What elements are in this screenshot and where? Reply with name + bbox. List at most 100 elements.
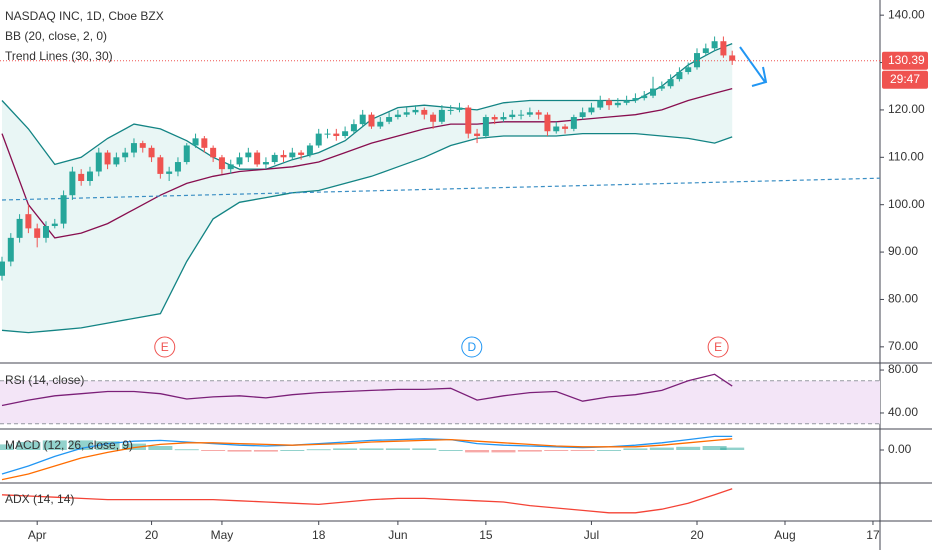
legend-entry: Trend Lines (30, 30) [5,49,113,63]
histogram-bar [280,450,305,451]
countdown-label: 29:47 [890,72,920,86]
candle-body [16,218,23,238]
candle-body [148,147,155,158]
candle-body [271,154,278,163]
candle-body [218,157,225,170]
histogram-bar [720,447,745,450]
indicator-title: RSI (14, close) [5,373,84,387]
level-fill [0,380,880,424]
y-tick-label: 90.00 [888,244,918,258]
candle-body [579,112,586,118]
candle-body [342,131,349,136]
event-marker [154,336,176,358]
candle-body [254,152,261,165]
histogram-bar [253,450,278,452]
candle-body [729,55,736,61]
candle-body [368,114,375,127]
candle-body [95,152,102,172]
histogram-bar [623,448,648,450]
indicator-line [1,488,733,514]
histogram-bar [227,450,252,452]
candle-body [720,41,727,56]
candle-body [227,164,234,170]
candle-body [562,126,569,129]
histogram-bar [438,450,463,451]
candle-body [702,48,709,54]
x-tick-label: 20 [145,528,159,542]
last-price-label: 130.39 [888,53,925,67]
candle-body [491,117,498,120]
candle-body [298,152,305,155]
candle-body [632,98,639,101]
candle-body [139,143,146,148]
histogram-bar [121,443,146,450]
candle-body [86,171,93,181]
candle-body [694,53,701,68]
band-middle [1,87,733,239]
candle-body [7,237,14,262]
x-tick-label: Jul [584,528,599,542]
candle-body [641,95,648,99]
candle-body [60,195,67,224]
y-tick-label: 120.00 [888,102,925,116]
y-tick-label: 80.00 [888,292,918,306]
candle-body [474,133,481,136]
indicator-title: ADX (14, 14) [5,492,74,506]
candle-body [421,109,428,115]
candle-body [667,79,674,87]
candle-body [289,152,296,158]
candle-body [526,112,533,115]
candle-body [403,112,410,115]
event-marker [461,336,483,358]
candle-body [166,171,173,174]
candle-body [245,152,252,158]
candle-body [359,114,366,125]
indicator-line [1,438,733,481]
band-lower [1,132,733,334]
legend-entry: BB (20, close, 2, 0) [5,29,107,43]
candle-body [377,121,384,127]
band-fill [2,43,733,333]
histogram-bar [385,448,410,450]
histogram-bar [95,441,120,450]
candle-body [553,126,560,132]
candle-body [430,114,437,122]
event-marker [707,336,729,358]
y-tick-label: 110.00 [888,149,924,163]
indicator-line [1,373,733,407]
histogram-bar [702,446,727,450]
candle-body [535,112,542,115]
histogram-bar [544,450,569,451]
candle-body [676,72,683,80]
candle-body [42,226,49,238]
histogram-bar [42,440,67,450]
histogram-bar [597,450,622,451]
candle-body [0,261,5,276]
candle-body [438,109,445,122]
x-tick-label: 17 [866,528,880,542]
candle-body [394,114,401,118]
candle-body [324,133,331,135]
candle-body [597,100,604,108]
histogram-bar [649,447,674,450]
candle-body [210,147,217,158]
histogram-bar [174,449,199,451]
y-tick-label: 140.00 [888,7,925,21]
candle-body [201,138,208,148]
histogram-bar [148,446,173,450]
candle-body [333,133,340,136]
countdown-box [882,70,928,89]
x-tick-label: 20 [690,528,704,542]
legend-title: NASDAQ INC, 1D, Cboe BZX [5,9,164,23]
candle-body [183,145,190,163]
candle-body [51,223,58,227]
candle-body [588,107,595,113]
histogram-bar [306,449,331,451]
candle-body [34,228,41,238]
event-label: D [467,340,476,354]
candle-body [482,117,489,136]
histogram-bar [333,448,358,450]
candle-body [69,171,76,196]
